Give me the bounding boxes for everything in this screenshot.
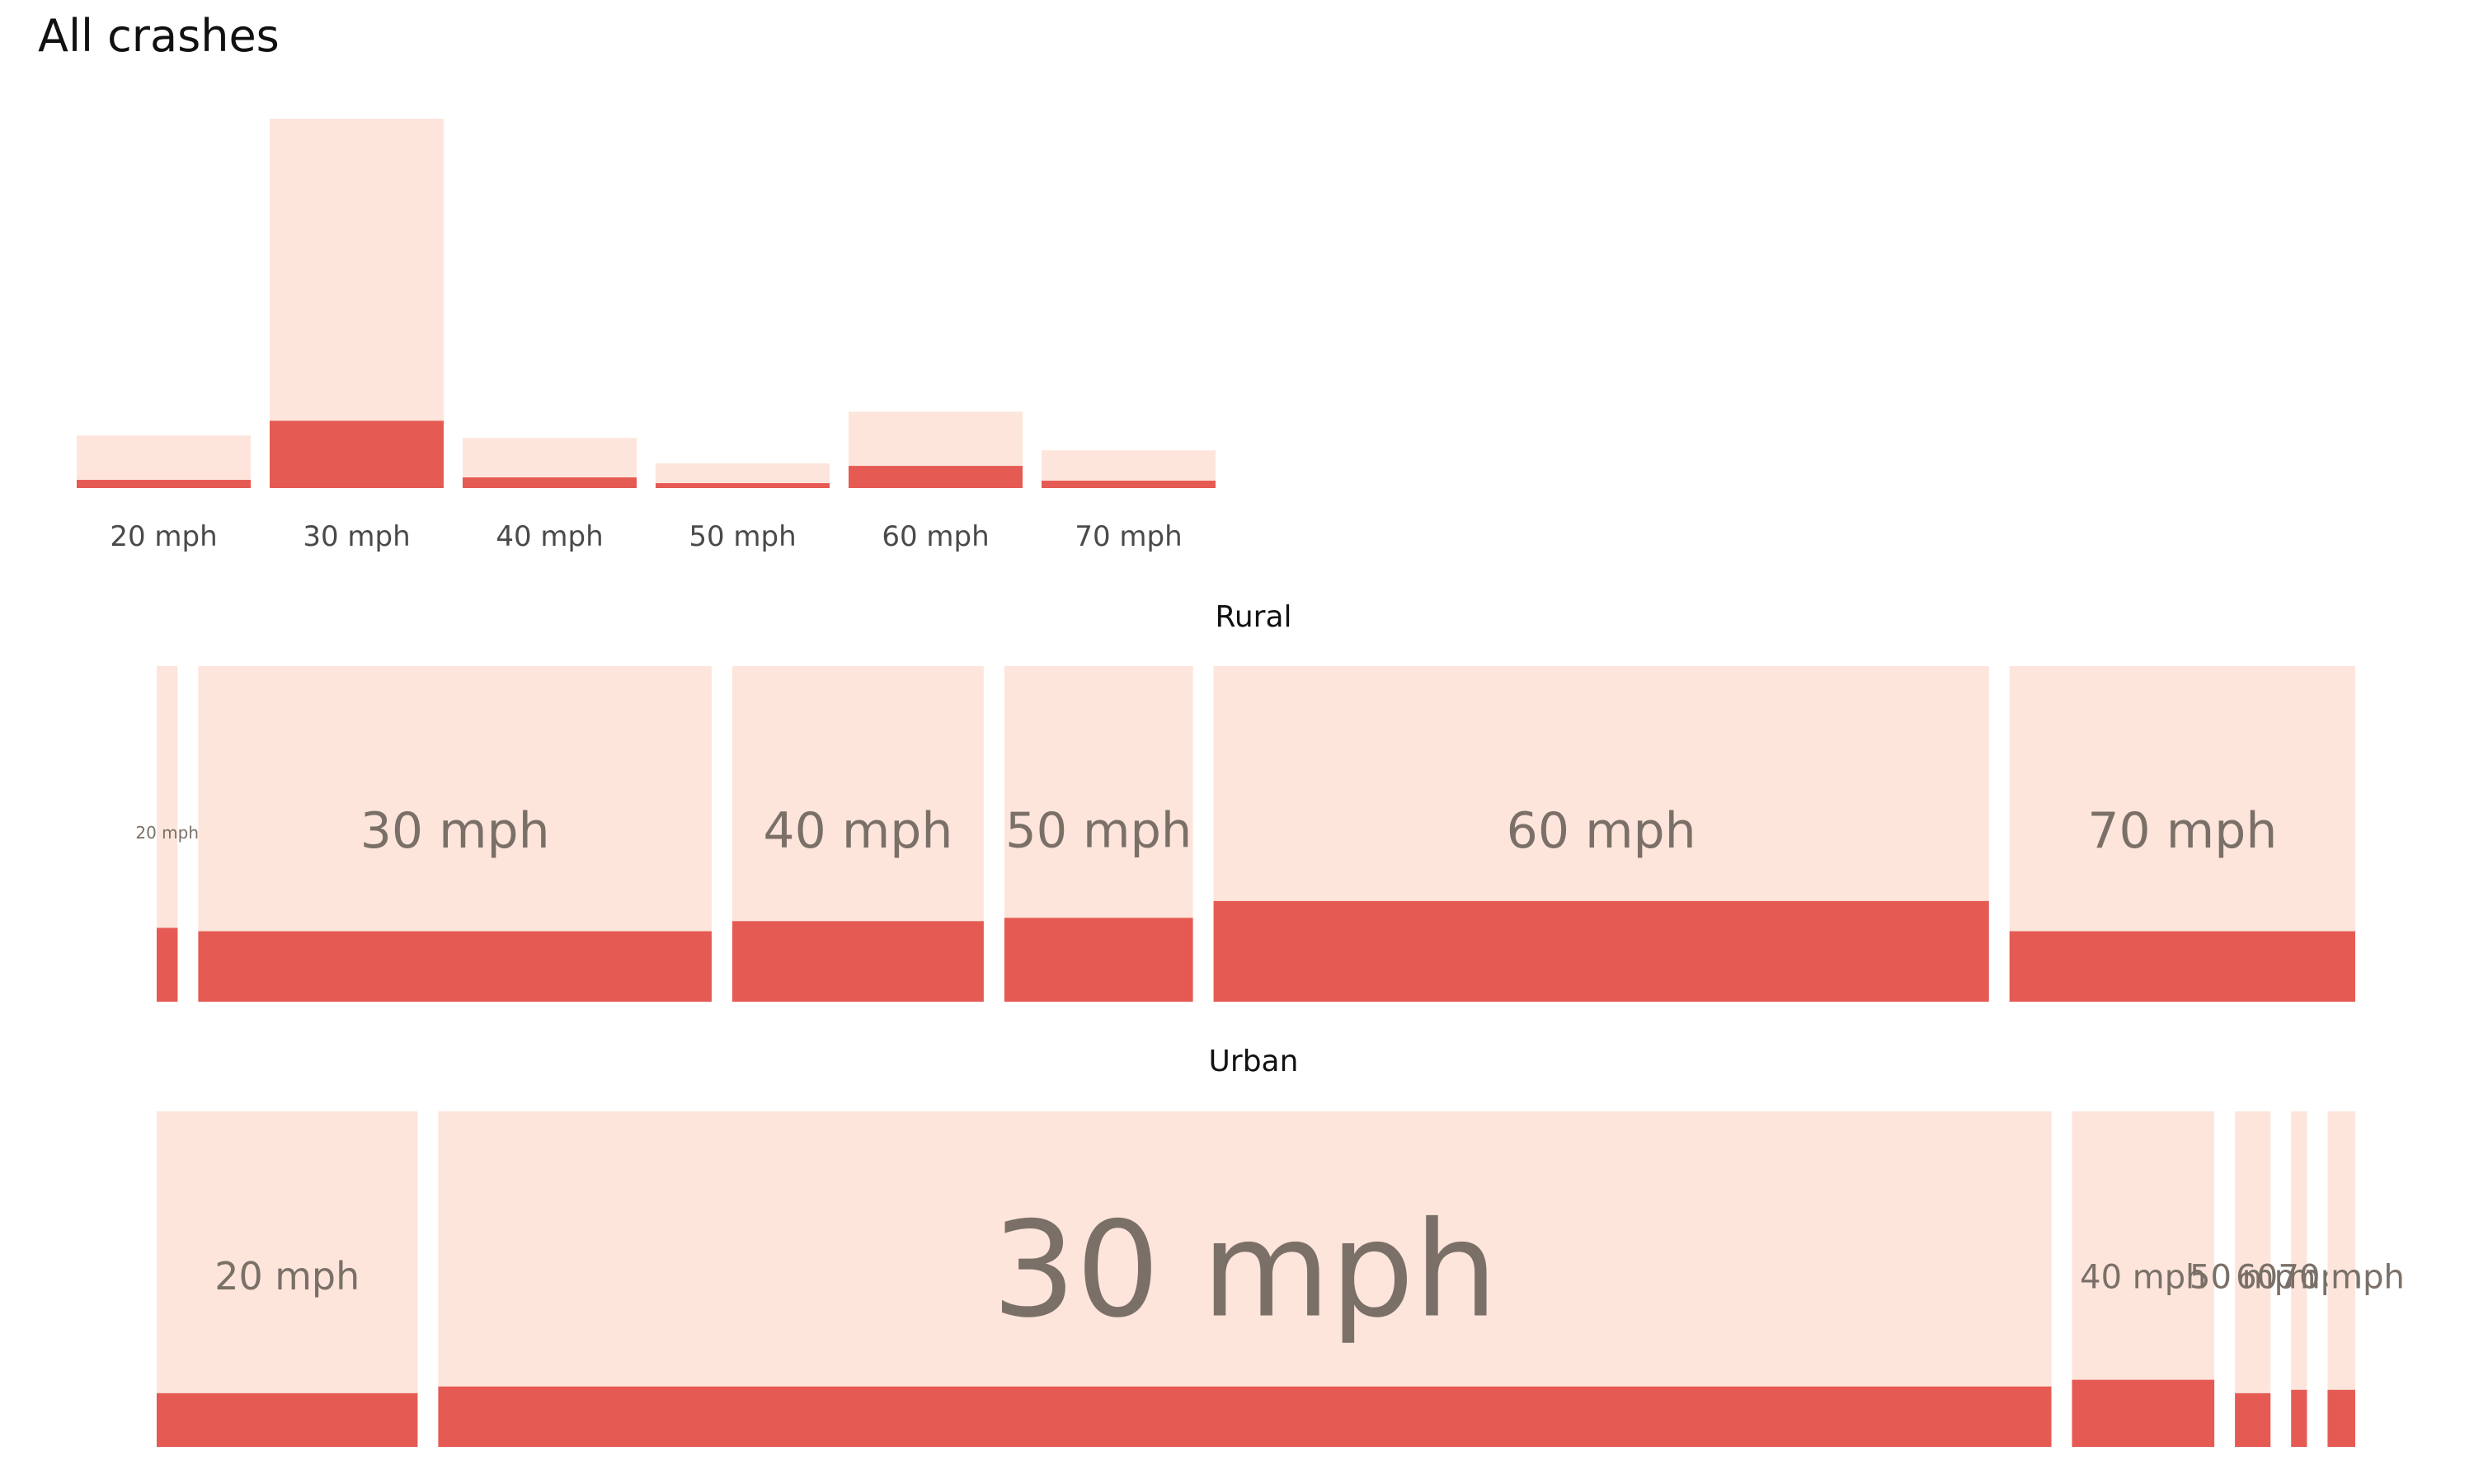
tick-label-40-mph: 40 mph: [496, 520, 603, 553]
rural-label-30-mph: 30 mph: [360, 802, 550, 860]
rural-label-50-mph: 50 mph: [1005, 802, 1192, 859]
rural-label-40-mph: 40 mph: [763, 802, 952, 860]
rural-label-70-mph: 70 mph: [2087, 802, 2277, 860]
bar-subset-30-mph: [270, 420, 444, 488]
urban-tile-60-mph: [2291, 1111, 2307, 1447]
urban-tile-subset-40-mph: [2072, 1379, 2215, 1447]
rural-label-20-mph: 20 mph: [135, 823, 199, 843]
rural-label-60-mph: 60 mph: [1507, 802, 1696, 860]
chart-title: All crashes: [38, 10, 280, 62]
bar-subset-50-mph: [656, 483, 830, 488]
urban-label-30-mph: 30 mph: [992, 1192, 1498, 1346]
urban-label-40-mph: 40 mph: [2080, 1259, 2206, 1297]
facet-title-rural: Rural: [1215, 600, 1292, 634]
bar-subset-70-mph: [1042, 481, 1216, 488]
tick-label-70-mph: 70 mph: [1075, 520, 1182, 553]
rural-panel: 20 mph 30 mph 40 mph 50 mph 60 mph 70 mph: [135, 666, 2355, 1002]
urban-tile-subset-20-mph: [157, 1392, 418, 1447]
rural-tile-subset-20-mph: [157, 928, 178, 1002]
rural-tile-subset-40-mph: [731, 921, 984, 1002]
urban-tile-subset-70-mph: [2327, 1389, 2355, 1447]
rural-tile-subset-50-mph: [1004, 918, 1193, 1002]
urban-tile-subset-50-mph: [2235, 1392, 2271, 1447]
bar-subset-60-mph: [849, 466, 1023, 488]
urban-tile-20-mph: [157, 1111, 418, 1447]
urban-tile-subset-60-mph: [2291, 1389, 2307, 1447]
bar-total-20-mph: [77, 435, 251, 488]
urban-label-70-mph: 70 mph: [2279, 1259, 2405, 1297]
rural-tile-subset-60-mph: [1213, 900, 1989, 1002]
rural-tile-subset-30-mph: [198, 931, 712, 1002]
bar-subset-20-mph: [77, 480, 251, 488]
bar-subset-40-mph: [463, 477, 637, 488]
urban-tile-50-mph: [2235, 1111, 2271, 1447]
all-crashes-panel: 20 mph 30 mph 40 mph 50 mph 60 mph 70 mph: [77, 119, 1216, 553]
tick-label-60-mph: 60 mph: [882, 520, 989, 553]
urban-tile-subset-30-mph: [438, 1386, 2052, 1447]
rural-tile-subset-70-mph: [2009, 931, 2355, 1002]
urban-label-20-mph: 20 mph: [214, 1254, 360, 1298]
tick-label-20-mph: 20 mph: [110, 520, 217, 553]
tick-label-50-mph: 50 mph: [689, 520, 796, 553]
facet-title-urban: Urban: [1208, 1045, 1299, 1078]
tick-label-30-mph: 30 mph: [303, 520, 410, 553]
